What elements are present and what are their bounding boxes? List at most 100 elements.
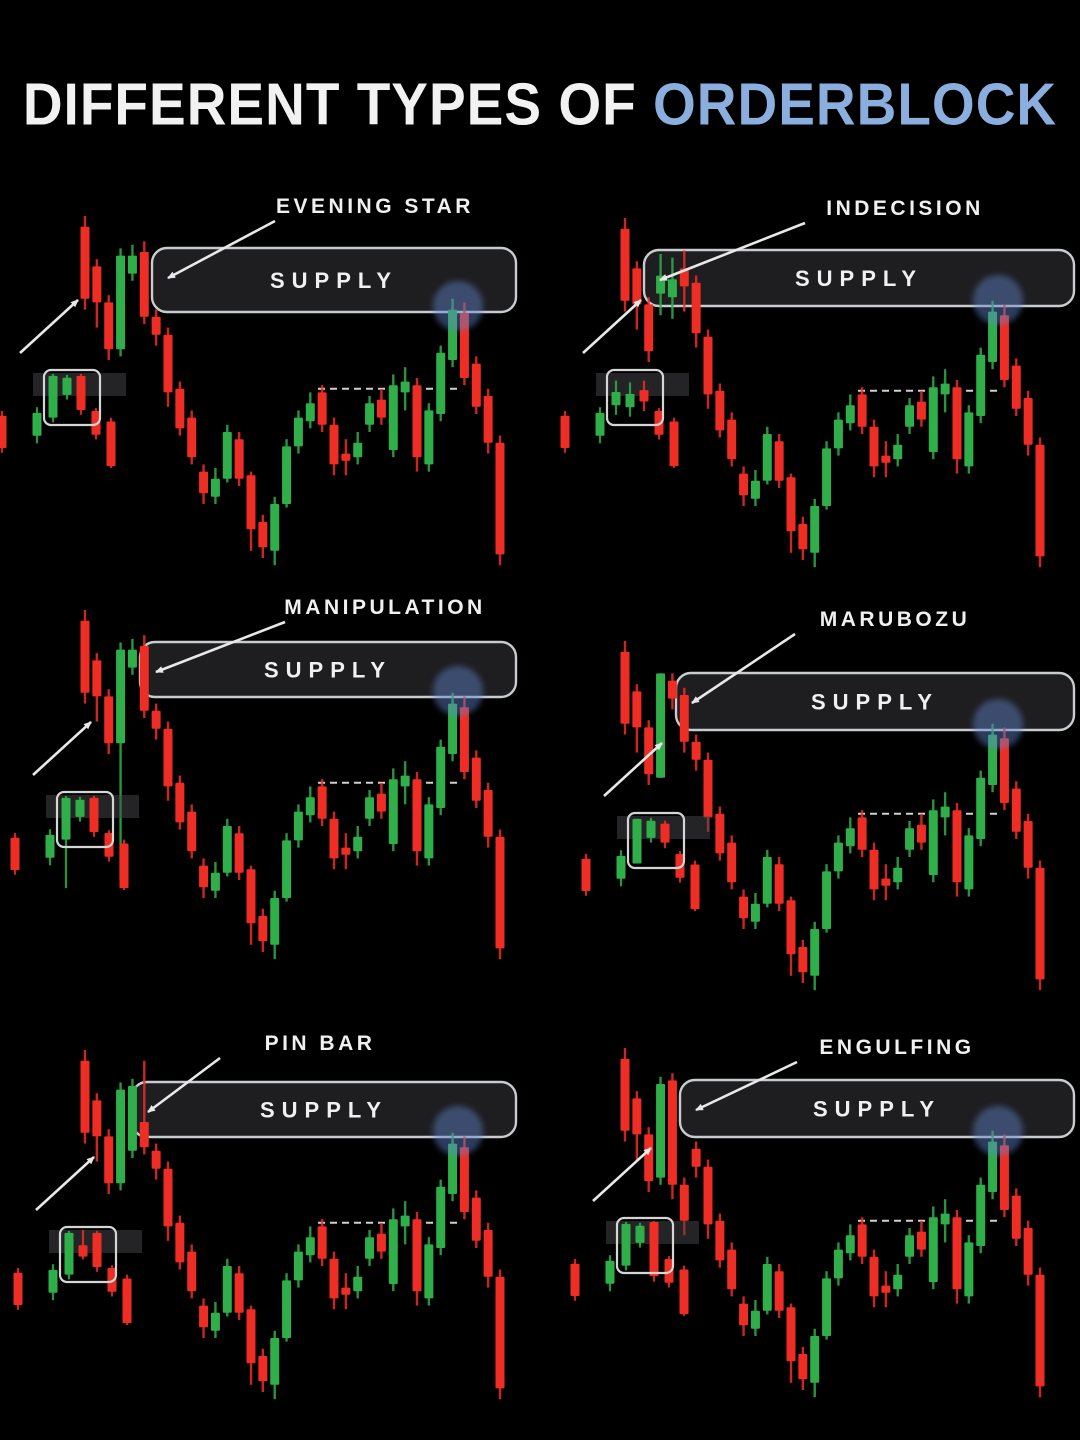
candle-bearish — [644, 304, 654, 352]
candle-bearish — [691, 741, 701, 760]
candle-bearish — [107, 1268, 117, 1292]
candle-bullish — [222, 826, 232, 873]
candle-bearish — [329, 424, 339, 465]
candle-bearish — [916, 1231, 926, 1250]
candle-bearish — [104, 696, 114, 744]
supply-zone-box — [150, 246, 518, 314]
candle-bearish — [92, 1100, 102, 1137]
candle-bullish — [905, 405, 915, 427]
candles-main — [80, 610, 505, 960]
candle-bullish — [424, 804, 434, 859]
candles-main — [80, 1050, 505, 1400]
retest-highlight-circle — [973, 1106, 1023, 1156]
candle-bearish — [774, 441, 784, 481]
candle-bearish — [715, 390, 725, 431]
candle-bullish — [75, 799, 85, 817]
candle-bullish — [116, 1089, 126, 1184]
candle-bullish — [45, 834, 55, 858]
candle-bearish — [1023, 398, 1033, 445]
candle-bearish — [639, 390, 649, 402]
candle-bullish — [222, 432, 232, 479]
page-title-text: DIFFERENT TYPES OF — [22, 70, 653, 138]
candle-bullish — [646, 820, 656, 838]
candles-inset — [570, 1221, 689, 1316]
candle-bearish — [727, 842, 737, 883]
candle-bearish — [199, 471, 209, 494]
retest-highlight-circle — [433, 1106, 483, 1156]
candle-bullish — [116, 649, 126, 744]
pattern-annotation-arrow — [167, 219, 276, 280]
candle-bullish — [127, 255, 137, 274]
breakout-arrow — [592, 1147, 652, 1202]
candle-bearish — [106, 421, 116, 467]
candle-bullish — [656, 673, 666, 778]
candle-bullish — [353, 1276, 363, 1292]
candle-bearish — [570, 1263, 580, 1297]
candle-bullish — [48, 375, 58, 418]
candle-bearish — [376, 399, 386, 418]
pattern-annotation-arrow — [155, 620, 286, 674]
candle-bullish — [595, 412, 605, 436]
candle-bullish — [282, 446, 292, 504]
origin-inset — [0, 299, 126, 468]
candle-bullish — [964, 1242, 974, 1297]
candle-bullish — [436, 1186, 446, 1248]
candle-bullish — [305, 1237, 315, 1256]
pattern-label: INDECISION — [826, 197, 984, 220]
candle-bearish — [703, 759, 713, 818]
candle-bearish — [679, 695, 689, 742]
candle-bearish — [1011, 365, 1021, 409]
candle-bearish — [459, 707, 469, 772]
retest-highlight-circle — [973, 275, 1023, 325]
candle-bullish — [293, 811, 303, 841]
candle-bullish — [833, 842, 843, 872]
candles-inset — [0, 373, 116, 468]
candle-bearish — [869, 426, 879, 467]
origin-pattern-box — [58, 1225, 118, 1284]
candle-bullish — [605, 1260, 615, 1284]
candle-bullish — [448, 703, 458, 754]
candle-bullish — [270, 504, 280, 551]
candle-bearish — [632, 1098, 642, 1135]
candle-bullish — [388, 1219, 398, 1284]
candle-bearish — [76, 375, 86, 411]
candle-bearish — [581, 858, 591, 892]
origin-zone-band — [596, 373, 689, 396]
candle-bearish — [999, 738, 1009, 803]
candle-bearish — [774, 864, 784, 904]
retest-highlight-circle — [973, 699, 1023, 749]
candle-bearish — [632, 691, 642, 728]
candle-bearish — [620, 651, 630, 724]
candle-bullish — [762, 1264, 772, 1311]
candles-main — [620, 218, 1045, 568]
candle-bearish — [715, 1220, 725, 1261]
candles-main — [80, 216, 505, 566]
candle-bullish — [976, 354, 986, 416]
candle-bullish-wick — [64, 795, 68, 889]
candle-bearish — [798, 1354, 808, 1380]
candle-bearish — [952, 1217, 962, 1290]
candle-bullish — [976, 1184, 986, 1246]
pattern-label: ENGULFING — [819, 1036, 974, 1059]
candle-bullish — [964, 412, 974, 467]
candle-bearish — [620, 1058, 630, 1131]
candle-bullish — [127, 649, 137, 668]
candle-bearish — [151, 316, 161, 335]
supply-zone-label: SUPPLY — [264, 658, 392, 683]
candle-bearish — [91, 411, 101, 435]
supply-zone-label: SUPPLY — [270, 268, 398, 293]
candle-bullish — [222, 1266, 232, 1313]
pattern-annotation-arrow — [691, 632, 796, 705]
candle-bearish — [690, 864, 700, 910]
candle-bearish — [952, 387, 962, 460]
breakout-arrow — [32, 721, 92, 776]
candle-bullish — [621, 1223, 631, 1266]
candle-bullish — [810, 929, 820, 976]
candle-bullish — [928, 810, 938, 875]
candle-bullish — [424, 410, 434, 465]
candle-bearish — [739, 1303, 749, 1326]
candle-bullish — [270, 1338, 280, 1385]
candle-bearish — [664, 1259, 674, 1283]
candle-bearish — [119, 843, 129, 889]
candle-bullish — [305, 403, 315, 422]
